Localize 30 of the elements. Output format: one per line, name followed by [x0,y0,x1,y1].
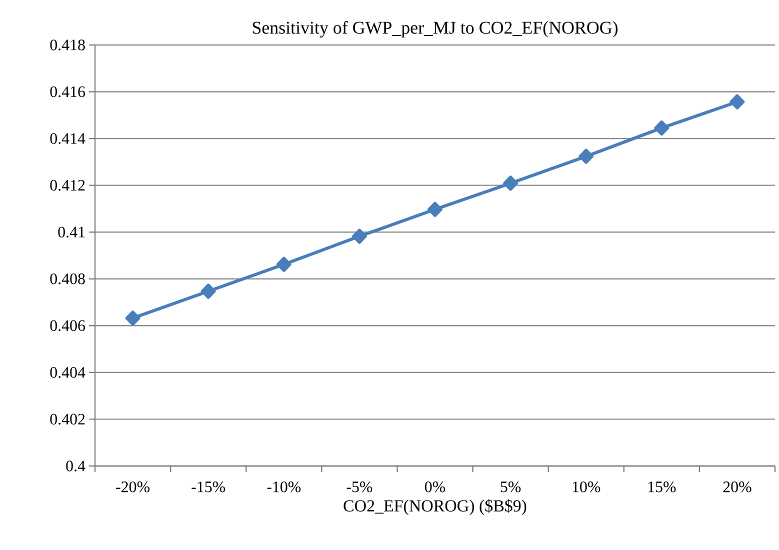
point [125,310,140,326]
y-tick-label: 0.414 [50,133,86,144]
y-tick-label: 0.408 [50,273,85,284]
x-axis-title: CO2_EF(NOROG) ($B$9) [344,499,526,516]
y-tick-label: 0.404 [50,367,86,378]
y-tick-label: 0.416 [50,86,86,98]
x-tick-label: -15% [192,482,226,492]
point [428,202,442,217]
y-tick-label: 0.418 [50,40,85,50]
x-tick-label: 20% [723,482,752,492]
point [200,284,216,299]
point [352,228,367,244]
y-tick-label: 0.406 [50,320,86,332]
point [730,94,745,110]
y-tick-label: 0.412 [50,180,85,191]
x-tick-label: 15% [648,482,676,492]
y-tick-label: 0.4 [66,460,86,472]
point [654,120,670,136]
x-tick-label: -20% [116,482,150,492]
x-tick-label: 0% [424,482,446,492]
x-tick-label: -10% [267,482,301,492]
x-tick-label: 10% [572,482,600,492]
point [276,256,292,272]
y-tick-label: 0.41 [58,226,85,238]
point [578,148,594,164]
x-tick-label: -5% [346,482,372,492]
x-tick-label: 5% [500,482,521,492]
chart-title: Sensitivity of GWP_per_MJ to CO2_EF(NOROG) [252,20,618,38]
point [503,176,518,191]
y-tick-label: 0.402 [50,414,85,425]
